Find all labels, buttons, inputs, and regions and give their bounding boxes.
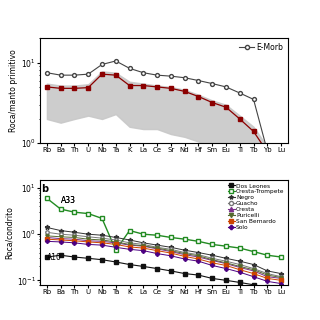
Legend: Dos Leones, Cresta-Trompete, Negro, Guacho, Cresta, Puricelli, San Bernardo, Sol: Dos Leones, Cresta-Trompete, Negro, Guac… bbox=[227, 183, 285, 231]
Y-axis label: Roca/manto primitivo: Roca/manto primitivo bbox=[9, 50, 18, 132]
Text: A33: A33 bbox=[61, 196, 76, 205]
Text: A33: A33 bbox=[61, 196, 76, 205]
Text: A10: A10 bbox=[47, 253, 62, 262]
Y-axis label: Roca/condrito: Roca/condrito bbox=[5, 206, 14, 259]
Text: b: b bbox=[41, 184, 48, 195]
Legend: E-Morb: E-Morb bbox=[238, 42, 284, 53]
